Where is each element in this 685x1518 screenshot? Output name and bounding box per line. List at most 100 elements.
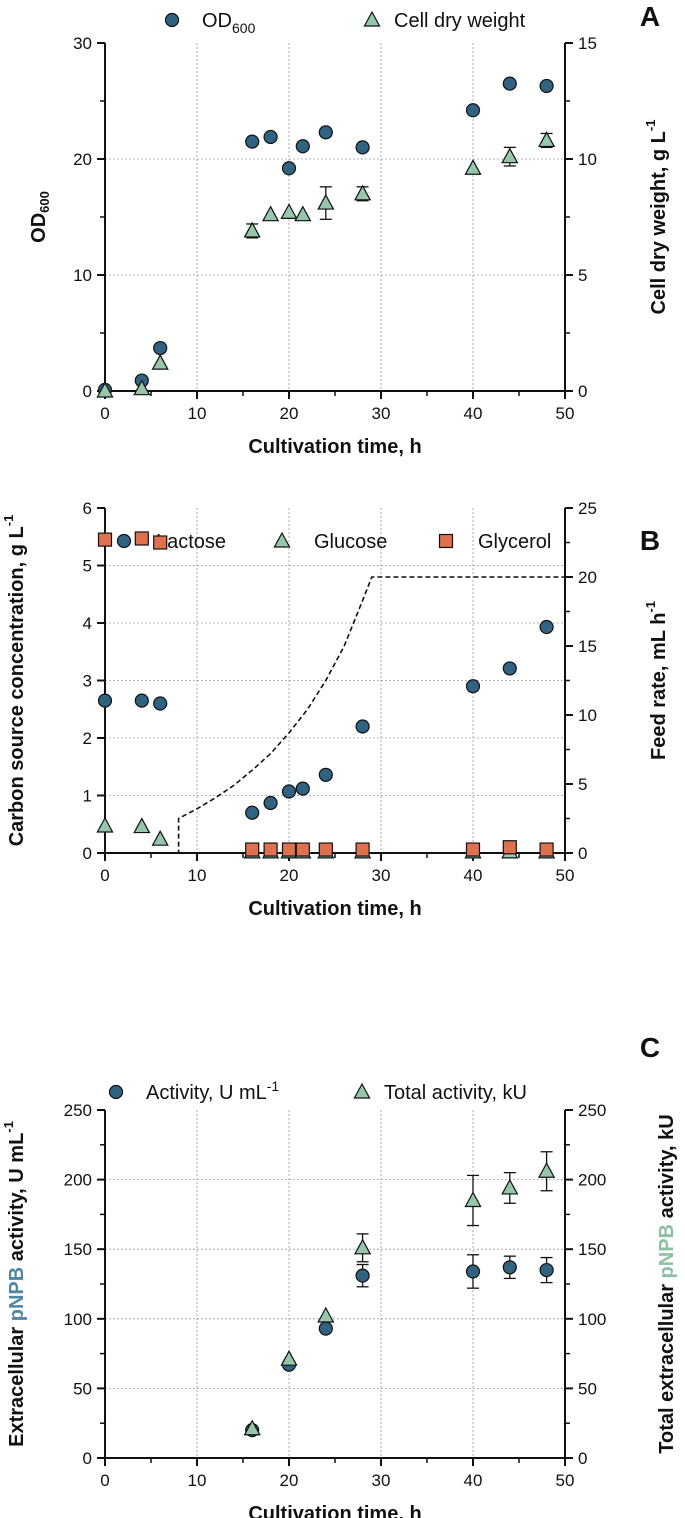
data-point bbox=[353, 1238, 372, 1255]
x-tick-label: 30 bbox=[372, 404, 391, 423]
data-point bbox=[355, 1268, 370, 1283]
legend: Activity, U mL-1 Total activity, kU bbox=[108, 1078, 527, 1104]
x-axis-label: Cultivation time, h bbox=[248, 1503, 421, 1518]
feed-rate-line bbox=[105, 576, 565, 854]
data-point bbox=[353, 184, 372, 201]
data-point bbox=[245, 842, 260, 857]
data-point bbox=[465, 679, 481, 694]
y-axis-label-right: Cell dry weight, g L-1 bbox=[643, 120, 670, 315]
x-axis-label: Cultivation time, h bbox=[248, 436, 421, 458]
data-point bbox=[281, 784, 297, 799]
y-tick-label-right: 100 bbox=[578, 1310, 606, 1329]
y-axis-label-right-base: Cell dry weight, g L bbox=[648, 131, 670, 314]
data-point bbox=[537, 131, 556, 148]
series-lactose bbox=[97, 619, 554, 820]
panel-label: A bbox=[640, 1, 660, 32]
y-axis-label-right-sup: -1 bbox=[643, 120, 658, 132]
data-point bbox=[318, 1321, 333, 1336]
legend-marker-glycerol bbox=[438, 533, 454, 549]
x-tick-label: 50 bbox=[556, 1471, 575, 1490]
y-tick-label-left: 0 bbox=[83, 382, 92, 401]
legend-marker-cdw bbox=[363, 10, 381, 27]
series-cell-dry-weight bbox=[96, 131, 556, 398]
gridlines bbox=[105, 43, 565, 391]
y-axis-label-left-post: activity, U mL bbox=[6, 1133, 28, 1267]
y-tick-label-right: 10 bbox=[578, 150, 597, 169]
x-tick-label: 20 bbox=[280, 1471, 299, 1490]
data-point bbox=[134, 531, 149, 546]
data-point bbox=[281, 161, 297, 176]
legend-label-glycerol: Glycerol bbox=[478, 531, 551, 553]
y-tick-label-right: 150 bbox=[578, 1240, 606, 1259]
y-axis-label-right-highlight: pNPB bbox=[656, 1224, 678, 1278]
x-tick-label: 40 bbox=[464, 866, 483, 885]
y-tick-label-left: 6 bbox=[83, 499, 92, 518]
y-tick-label-right: 25 bbox=[578, 499, 597, 518]
y-axis-label-left-highlight: pNPB bbox=[6, 1267, 28, 1321]
y-tick-label-left: 200 bbox=[64, 1171, 92, 1190]
y-tick-label-right: 5 bbox=[578, 266, 587, 285]
y-tick-label-right: 0 bbox=[578, 1449, 587, 1468]
data-point bbox=[245, 805, 260, 820]
data-point bbox=[245, 134, 260, 149]
data-point bbox=[133, 817, 151, 834]
data-point bbox=[295, 781, 310, 796]
y-tick-label-left: 150 bbox=[64, 1240, 92, 1259]
data-point bbox=[539, 619, 554, 635]
data-point bbox=[355, 140, 370, 155]
gridlines bbox=[105, 508, 565, 853]
x-tick-label: 0 bbox=[100, 866, 109, 885]
data-point bbox=[151, 829, 169, 846]
y-tick-label-left: 20 bbox=[73, 150, 92, 169]
x-tick-label: 10 bbox=[188, 404, 207, 423]
y-tick-label-right: 10 bbox=[578, 706, 597, 725]
data-point bbox=[501, 1178, 519, 1195]
y-axis-label-left: Extracellular pNPB activity, U mL-1 bbox=[1, 1121, 28, 1447]
panel-C: 0 10 20 30 40 5005010015020025005010015020025… bbox=[1, 1032, 678, 1518]
data-point bbox=[539, 1262, 554, 1278]
data-point bbox=[281, 842, 297, 857]
y-tick-label-left: 50 bbox=[73, 1379, 92, 1398]
y-tick-label-right: 5 bbox=[578, 775, 587, 794]
x-axis-label: Cultivation time, h bbox=[248, 898, 421, 920]
series-feed-rate bbox=[105, 576, 565, 854]
data-point bbox=[502, 1260, 517, 1275]
data-point bbox=[263, 129, 278, 145]
series-total-activity bbox=[243, 1151, 556, 1436]
legend: OD600 Cell dry weight bbox=[164, 10, 526, 36]
y-tick-label-left: 0 bbox=[83, 1449, 92, 1468]
data-point bbox=[502, 76, 517, 91]
x-tick-label: 40 bbox=[464, 404, 483, 423]
series-activity bbox=[245, 1254, 554, 1438]
y-axis-label-left-pre: Extracellular bbox=[6, 1321, 28, 1447]
data-point bbox=[502, 661, 517, 676]
y-tick-label-left: 4 bbox=[83, 614, 92, 633]
x-tick-label: 20 bbox=[280, 404, 299, 423]
x-tick-label: 30 bbox=[372, 1471, 391, 1490]
x-tick-label: 50 bbox=[556, 866, 575, 885]
data-point bbox=[501, 147, 519, 164]
gridlines bbox=[105, 1110, 565, 1458]
data-point bbox=[317, 1306, 335, 1323]
y-tick-label-right: 50 bbox=[578, 1379, 597, 1398]
data-point bbox=[318, 842, 333, 857]
y-tick-label-left: 2 bbox=[83, 729, 92, 748]
y-tick-label-left: 5 bbox=[83, 557, 92, 576]
data-point bbox=[153, 696, 168, 711]
y-tick-label-right: 15 bbox=[578, 637, 597, 656]
x-tick-label: 10 bbox=[188, 1471, 207, 1490]
data-point bbox=[280, 203, 298, 219]
y-axis-label-right-pre: Total extracellular bbox=[656, 1278, 678, 1453]
y-axis-label-left-base: OD bbox=[28, 213, 50, 243]
legend-label-lactose: Lactose bbox=[156, 531, 226, 553]
legend-label-cdw: Cell dry weight bbox=[394, 10, 526, 32]
y-axis-label-left: Carbon source concentration, g L-1 bbox=[1, 515, 28, 847]
data-point bbox=[97, 693, 113, 708]
data-point bbox=[464, 159, 482, 175]
data-point bbox=[261, 205, 280, 222]
x-tick-label: 0 bbox=[100, 1471, 109, 1490]
legend-activity-sup: -1 bbox=[267, 1078, 280, 1094]
data-point bbox=[243, 1419, 261, 1436]
y-tick-label-right: 15 bbox=[578, 34, 597, 53]
